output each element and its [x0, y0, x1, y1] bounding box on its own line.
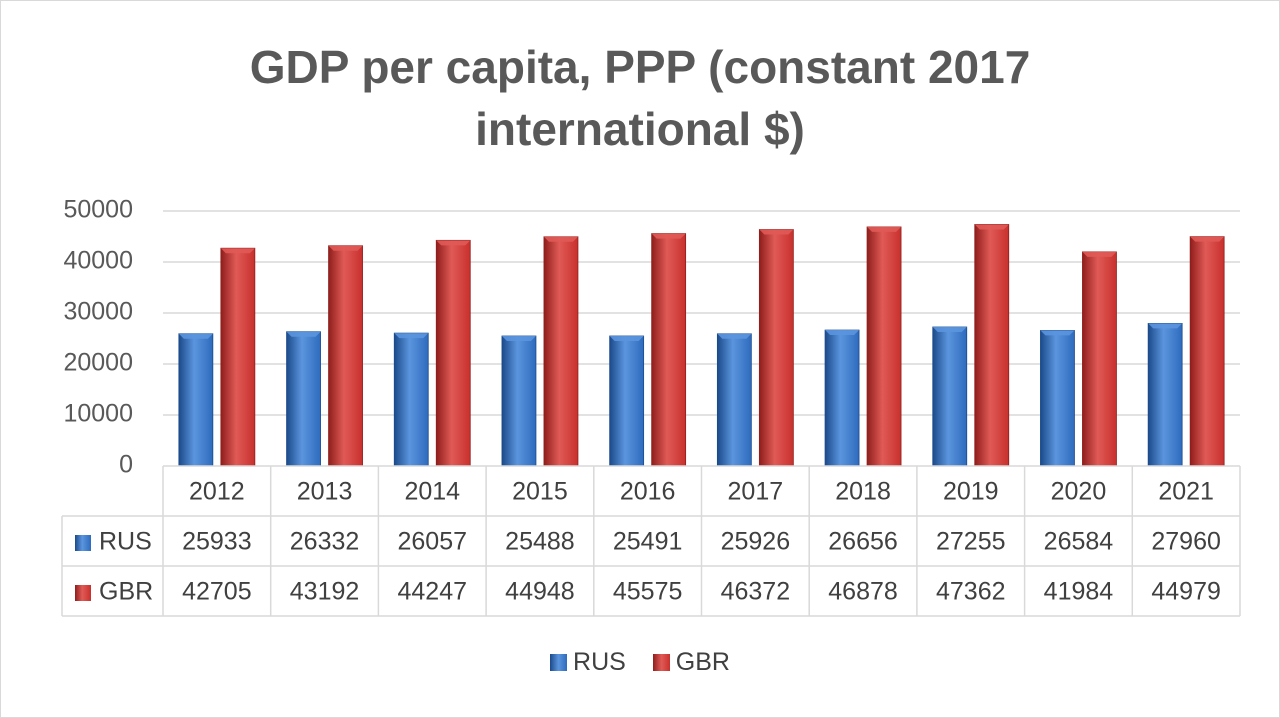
bar-rus [932, 326, 968, 467]
x-tick-label: 2014 [404, 478, 460, 506]
bar-bevel [717, 333, 752, 339]
bar-rus [1040, 330, 1075, 467]
bar-rus [178, 333, 214, 467]
bar-rus [824, 329, 860, 467]
bar-rus [286, 331, 321, 467]
bar-gbr [543, 236, 579, 467]
bar-bevel [178, 333, 213, 339]
bar-gbr [435, 239, 471, 467]
y-tick-label: 10000 [63, 400, 133, 428]
chart-title: GDP per capita, PPP (constant 2017 inter… [0, 36, 1280, 160]
bar-gbr [220, 247, 256, 467]
bar-bevel [651, 233, 686, 239]
x-tick-label: 2018 [835, 478, 891, 506]
bar-bevel [759, 229, 794, 235]
bar-bevel [1082, 251, 1117, 257]
bar-bevel [1040, 330, 1075, 336]
legend-label-rus: RUS [573, 648, 626, 676]
table-value: 26057 [397, 528, 467, 556]
bar-gbr [866, 226, 902, 467]
chart-legend: RUS GBR [0, 648, 1280, 678]
bar-gbr [1082, 251, 1117, 467]
table-value: 25488 [505, 528, 575, 556]
bar-bevel [543, 236, 578, 242]
chart-title-line-1: GDP per capita, PPP (constant 2017 [249, 41, 1031, 93]
legend-item-rus: RUS [550, 648, 626, 677]
bar-rus [501, 335, 537, 467]
table-value: 25491 [613, 528, 683, 556]
table-value: 27960 [1151, 528, 1221, 556]
table-value: 45575 [613, 578, 683, 606]
table-value: 44979 [1151, 578, 1221, 606]
bar-rus [1147, 323, 1183, 467]
bar-bevel [436, 240, 471, 246]
bar-rus [393, 332, 429, 467]
table-series-label: RUS [99, 528, 152, 556]
bar-gbr [328, 245, 363, 467]
bar-bevel [974, 224, 1009, 230]
bar-bevel [1148, 323, 1183, 329]
bar-bevel [825, 330, 860, 336]
bar-gbr [651, 233, 687, 467]
table-value: 26332 [290, 528, 360, 556]
x-tick-label: 2017 [728, 478, 784, 506]
table-value: 27255 [936, 528, 1006, 556]
legend-swatch-rus [550, 654, 568, 671]
table-value: 44247 [397, 578, 467, 606]
x-tick-label: 2016 [620, 478, 676, 506]
chart-title-line-2: international $) [475, 103, 805, 155]
bar-bevel [286, 331, 321, 337]
y-tick-label: 40000 [63, 247, 133, 275]
table-value: 44948 [505, 578, 575, 606]
bar-bevel [328, 245, 363, 251]
table-swatch-gbr [75, 585, 91, 601]
table-value: 25926 [721, 528, 791, 556]
table-value: 46372 [721, 578, 791, 606]
x-tick-label: 2020 [1051, 478, 1107, 506]
table-value: 42705 [182, 578, 252, 606]
bar-gbr [974, 224, 1010, 467]
y-tick-label: 30000 [63, 298, 133, 326]
table-value: 46878 [828, 578, 898, 606]
table-value: 25933 [182, 528, 252, 556]
table-series-label: GBR [99, 578, 153, 606]
table-value: 41984 [1044, 578, 1114, 606]
bar-rus [609, 335, 645, 467]
bar-gbr [758, 229, 794, 467]
table-value: 26584 [1044, 528, 1114, 556]
bar-gbr [1189, 236, 1225, 467]
bar-bevel [932, 326, 967, 332]
table-value: 43192 [290, 578, 360, 606]
bar-bevel [394, 333, 429, 339]
legend-swatch-gbr [652, 654, 670, 671]
y-tick-label: 20000 [63, 349, 133, 377]
y-tick-label: 50000 [63, 196, 133, 224]
bar-bevel [867, 226, 902, 232]
x-tick-label: 2015 [512, 478, 568, 506]
legend-label-gbr: GBR [675, 648, 730, 676]
table-value: 47362 [936, 578, 1006, 606]
legend-item-gbr: GBR [652, 648, 730, 677]
x-tick-label: 2012 [189, 478, 245, 506]
bar-bevel [220, 248, 255, 254]
table-value: 26656 [828, 528, 898, 556]
bar-bevel [501, 336, 536, 342]
bar-bevel [609, 335, 644, 341]
x-tick-label: 2013 [297, 478, 353, 506]
x-tick-label: 2021 [1158, 478, 1214, 506]
x-tick-label: 2019 [943, 478, 999, 506]
y-tick-label: 0 [119, 451, 133, 479]
bar-rus [716, 333, 752, 467]
table-swatch-rus [75, 535, 91, 551]
bar-bevel [1190, 236, 1225, 242]
